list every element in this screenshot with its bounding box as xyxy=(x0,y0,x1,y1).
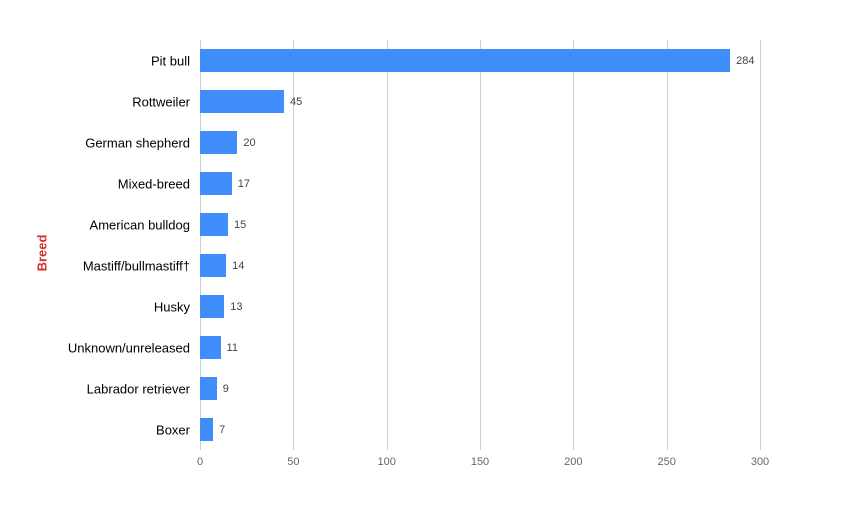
bar-row: German shepherd20 xyxy=(200,122,760,163)
bar-row: Mixed-breed17 xyxy=(200,163,760,204)
bar-value-label: 17 xyxy=(238,178,250,190)
bar xyxy=(200,49,730,72)
bar-value-label: 11 xyxy=(227,342,238,354)
bar-value-label: 15 xyxy=(234,219,246,231)
bar xyxy=(200,254,226,277)
bar-row: Pit bull284 xyxy=(200,40,760,81)
category-label: Unknown/unreleased xyxy=(68,340,190,355)
category-label: Mastiff/bullmastiff† xyxy=(83,258,190,273)
category-label: Rottweiler xyxy=(132,94,190,109)
bar xyxy=(200,377,217,400)
bar-value-label: 9 xyxy=(223,383,229,395)
category-label: American bulldog xyxy=(90,217,190,232)
gridline xyxy=(760,40,761,450)
bar-row: Boxer7 xyxy=(200,409,760,450)
bar-row: Rottweiler45 xyxy=(200,81,760,122)
category-label: Mixed-breed xyxy=(118,176,190,191)
bar xyxy=(200,213,228,236)
bar-value-label: 13 xyxy=(230,301,242,313)
bar xyxy=(200,90,284,113)
bar-row: Labrador retriever9 xyxy=(200,368,760,409)
bar xyxy=(200,172,232,195)
category-label: Boxer xyxy=(156,422,190,437)
x-tick-label: 100 xyxy=(377,456,395,468)
bar-value-label: 45 xyxy=(290,96,302,108)
bar-value-label: 284 xyxy=(736,55,754,67)
breed-bar-chart: Breed 050100150200250300Pit bull284Rottw… xyxy=(0,0,847,506)
category-label: German shepherd xyxy=(85,135,190,150)
category-label: Labrador retriever xyxy=(87,381,190,396)
x-tick-label: 0 xyxy=(197,456,203,468)
bar-value-label: 7 xyxy=(219,424,225,436)
x-tick-label: 150 xyxy=(471,456,489,468)
x-tick-label: 300 xyxy=(751,456,769,468)
bar-row: Husky13 xyxy=(200,286,760,327)
category-label: Husky xyxy=(154,299,190,314)
x-tick-label: 50 xyxy=(287,456,299,468)
category-label: Pit bull xyxy=(151,53,190,68)
bar xyxy=(200,418,213,441)
bar-row: Unknown/unreleased11 xyxy=(200,327,760,368)
x-tick-label: 250 xyxy=(657,456,675,468)
bar-row: Mastiff/bullmastiff†14 xyxy=(200,245,760,286)
bar-row: American bulldog15 xyxy=(200,204,760,245)
bar xyxy=(200,131,237,154)
bar xyxy=(200,295,224,318)
x-tick-label: 200 xyxy=(564,456,582,468)
bar xyxy=(200,336,221,359)
bar-value-label: 20 xyxy=(243,137,255,149)
y-axis-title: Breed xyxy=(35,235,50,272)
plot-area: 050100150200250300Pit bull284Rottweiler4… xyxy=(200,40,760,450)
bar-value-label: 14 xyxy=(232,260,244,272)
